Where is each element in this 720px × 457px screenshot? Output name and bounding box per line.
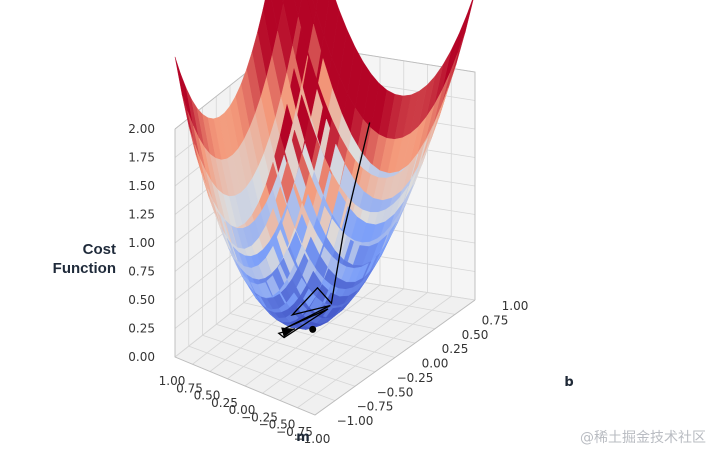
m-tick-label: 0.50 [194, 389, 221, 403]
gradient-descent-path [277, 122, 371, 339]
top-edges [174, 41, 476, 300]
floor-gridline-b [229, 313, 396, 358]
z-tick-label: 0.25 [128, 322, 155, 336]
b-tick-label: 0.50 [462, 328, 489, 342]
z-tick-label: 1.75 [128, 151, 155, 165]
floor-pane [175, 270, 475, 415]
m-tick-label: 0.75 [176, 381, 203, 395]
y-axis-label: b [564, 375, 573, 390]
surface-facet [174, 56, 188, 112]
surface-facet [449, 14, 468, 74]
b-tick-label: 1.00 [502, 299, 529, 313]
m-tick-label: 0.00 [229, 403, 256, 417]
z-axis-ticks: 0.00 0.25 0.50 0.75 1.00 1.25 1.50 1.75 2.00 [128, 122, 155, 364]
x-axis-label: m [296, 430, 310, 445]
z-tick-label: 0.00 [128, 350, 155, 364]
z-tick-label: 0.75 [128, 265, 155, 279]
z-tick-label: 0.50 [128, 293, 155, 307]
z-axis-label-line-2: Function [53, 260, 116, 277]
m-tick-label: 1.00 [159, 374, 186, 388]
z-tick-label: 1.25 [128, 208, 155, 222]
m-tick-label: −1.00 [294, 432, 331, 446]
z-axis-label-line-1: Cost [83, 241, 116, 258]
cost-surface [174, 0, 474, 330]
b-tick-label: −0.50 [377, 385, 414, 399]
b-tick-label: −1.00 [337, 414, 374, 428]
m-tick-label: −0.75 [276, 425, 313, 439]
z-tick-label: 1.00 [128, 236, 155, 250]
z-tick-label: 2.00 [128, 122, 155, 136]
descent-path-line [277, 122, 371, 339]
front-edges [174, 129, 476, 416]
b-tick-label: 0.25 [442, 342, 469, 356]
z-tick-label: 1.50 [128, 179, 155, 193]
m-tick-label: 0.25 [211, 396, 238, 410]
b-tick-label: −0.25 [397, 371, 434, 385]
m-axis-ticks: 1.000.750.500.250.00−0.25−0.50−0.75−1.00 [159, 374, 331, 446]
m-tick-label: −0.50 [259, 418, 296, 432]
descent-path-arrowhead [281, 327, 295, 338]
surface-facet [294, 0, 302, 17]
b-tick-label: −0.75 [357, 400, 394, 414]
b-axis-ticks: −1.00−0.75−0.50−0.250.000.250.500.751.00 [337, 299, 529, 428]
b-tick-label: 0.00 [422, 357, 449, 371]
b-tick-label: 0.75 [482, 313, 509, 327]
minimum-point [309, 325, 317, 333]
m-tick-label: −0.25 [241, 410, 278, 424]
watermark-text: @稀土掘金技术社区 [580, 430, 706, 446]
